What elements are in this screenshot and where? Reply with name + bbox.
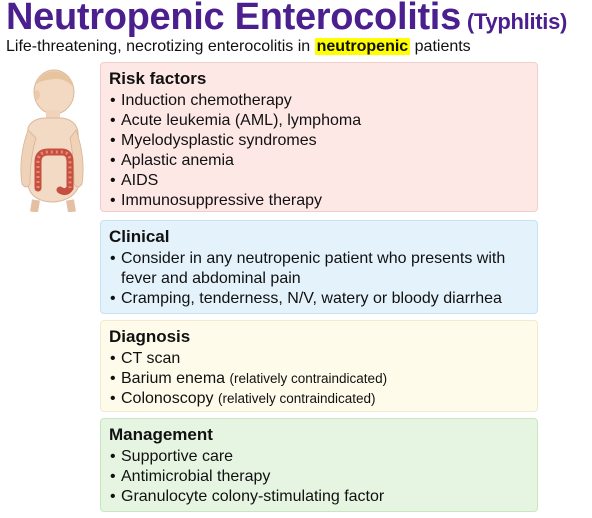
title-main: Neutropenic Enterocolitis (6, 0, 461, 38)
list-item: AIDS (109, 171, 529, 191)
list-item: Immunosuppressive therapy (109, 191, 529, 211)
diagnosis-item-note: (relatively contraindicated) (217, 391, 376, 406)
subtitle-after: patients (414, 38, 471, 55)
risk-factors-list: Induction chemotherapy Acute leukemia (A… (109, 91, 529, 211)
list-item: Acute leukemia (AML), lymphoma (109, 111, 529, 131)
clinical-list: Consider in any neutropenic patient who … (109, 249, 529, 309)
clinical-panel: Clinical Consider in any neutropenic pat… (100, 220, 538, 314)
list-item: Consider in any neutropenic patient who … (109, 249, 529, 289)
list-item: Barium enema (relatively contraindicated… (109, 369, 529, 389)
diagnosis-heading: Diagnosis (109, 327, 191, 346)
management-list: Supportive care Antimicrobial therapy Gr… (109, 447, 529, 507)
child-colon-illustration-icon (20, 69, 84, 212)
list-item: Myelodysplastic syndromes (109, 131, 529, 151)
diagnosis-list: CT scan Barium enema (relatively contrai… (109, 349, 529, 409)
diagnosis-panel: Diagnosis CT scan Barium enema (relative… (100, 320, 538, 412)
title-suffix: (Typhlitis) (466, 9, 568, 34)
diagnosis-item-text: Barium enema (121, 370, 226, 387)
list-item: Aplastic anemia (109, 151, 529, 171)
diagnosis-item-text: CT scan (121, 350, 181, 367)
list-item: Supportive care (109, 447, 529, 467)
list-item: Granulocyte colony-stimulating factor (109, 487, 529, 507)
risk-factors-panel: Risk factors Induction chemotherapy Acut… (100, 62, 538, 212)
clinical-heading: Clinical (109, 227, 170, 246)
list-item: Induction chemotherapy (109, 91, 529, 111)
list-item: Cramping, tenderness, N/V, watery or blo… (109, 289, 529, 309)
page-subtitle: Life-threatening, necrotizing enterocoli… (6, 38, 471, 56)
subtitle-before: Life-threatening, necrotizing enterocoli… (6, 38, 311, 55)
management-panel: Management Supportive care Antimicrobial… (100, 418, 538, 512)
diagnosis-item-note: (relatively contraindicated) (229, 371, 388, 386)
diagnosis-item-text: Colonoscopy (121, 390, 214, 407)
risk-factors-heading: Risk factors (109, 69, 207, 88)
list-item: Antimicrobial therapy (109, 467, 529, 487)
list-item: CT scan (109, 349, 529, 369)
subtitle-highlight: neutropenic (314, 38, 411, 55)
management-heading: Management (109, 425, 213, 444)
list-item: Colonoscopy (relatively contraindicated) (109, 389, 529, 409)
page-title: Neutropenic Enterocolitis (Typhlitis) (6, 0, 567, 39)
